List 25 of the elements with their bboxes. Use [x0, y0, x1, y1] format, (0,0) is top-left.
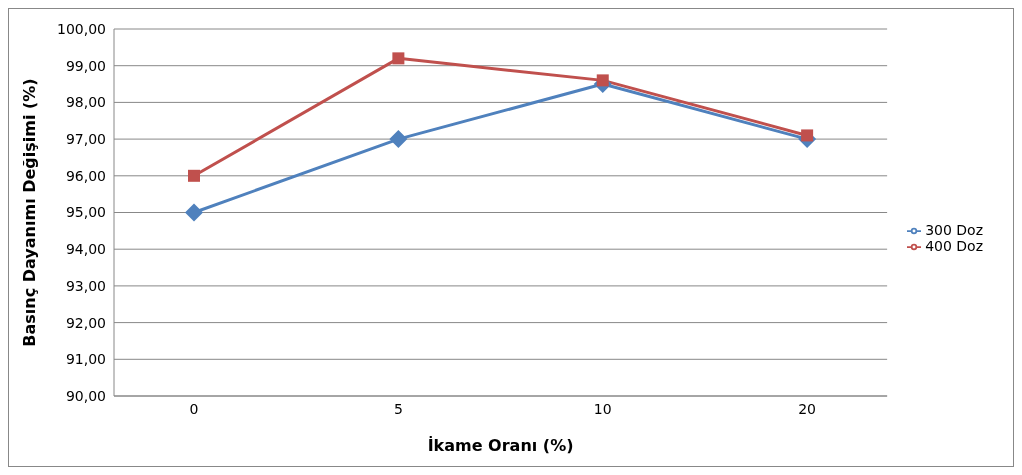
point	[596, 74, 609, 87]
point	[185, 203, 203, 222]
y-tick-label: 99,00	[65, 57, 106, 74]
y-tick-label: 94,00	[65, 241, 106, 258]
y-tick-label: 100,00	[57, 20, 106, 37]
x-tick-label: 10	[593, 400, 612, 417]
y-tick-label: 95,00	[65, 204, 106, 221]
x-tick-label: 20	[798, 400, 817, 417]
x-tick-label: 0	[189, 400, 199, 417]
legend-label: 400 Doz	[925, 237, 983, 254]
x-tick-label: 5	[393, 400, 403, 417]
y-tick-label: 90,00	[65, 387, 106, 404]
point	[392, 52, 405, 65]
legend-label: 300 Doz	[925, 221, 983, 238]
y-tick-label: 98,00	[65, 94, 106, 111]
y-tick-label: 91,00	[65, 351, 106, 368]
y-tick-label: 96,00	[65, 167, 106, 184]
point	[801, 129, 814, 142]
y-tick-label: 92,00	[65, 314, 106, 331]
y-tick-label: 93,00	[65, 277, 106, 294]
point	[389, 130, 408, 149]
y-tick-label: 97,00	[65, 131, 106, 148]
y-axis-title: Basınç Dayanımı Değişimi (%)	[19, 78, 39, 347]
point	[188, 169, 200, 182]
x-axis-title: İkame Oranı (%)	[427, 436, 574, 455]
